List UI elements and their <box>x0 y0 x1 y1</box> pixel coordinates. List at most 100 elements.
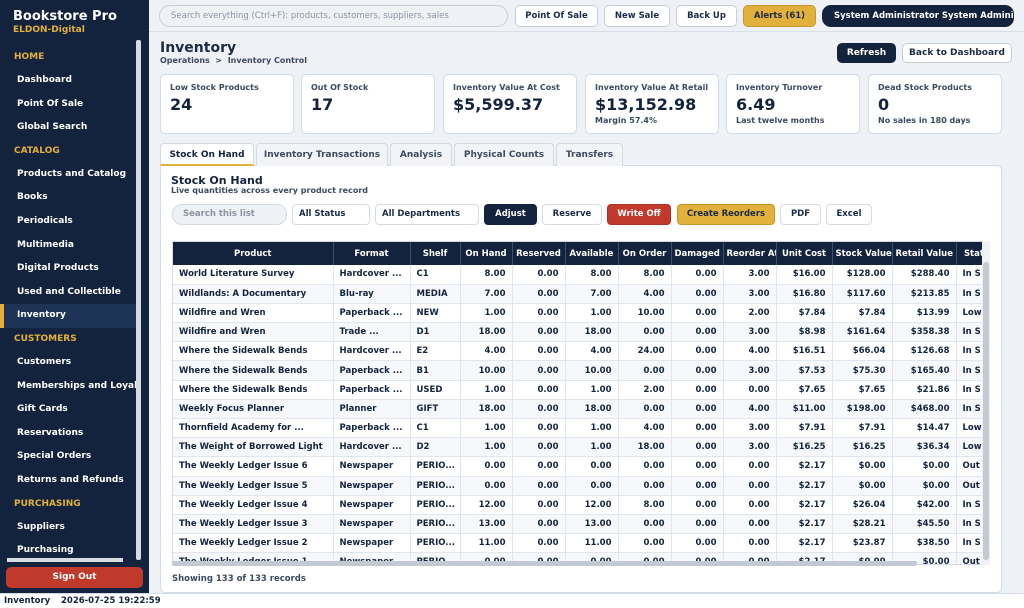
table-row[interactable]: The Weekly Ledger Issue 2 Newspaper PERIO.… <box>173 533 989 554</box>
sidebar-item-dashboard[interactable]: Dashboard <box>17 75 72 85</box>
excel-export-button[interactable]: Excel <box>826 204 872 225</box>
tab-stock-on-hand[interactable]: Stock On Hand <box>160 143 254 166</box>
sidebar-item-suppliers[interactable]: Suppliers <box>17 521 65 532</box>
tab-physical-counts[interactable]: Physical Counts <box>454 143 554 166</box>
sidebar-item-inventory[interactable]: Inventory <box>0 304 140 328</box>
status-filter-select[interactable]: All Status <box>292 204 370 225</box>
column-header-shelf[interactable]: Shelf <box>410 242 461 265</box>
sidebar-scrollbar[interactable] <box>136 40 141 560</box>
list-search-input[interactable]: Search this list <box>172 204 287 225</box>
table-row[interactable]: The Weekly Ledger Issue 4 Newspaper PERIO.… <box>173 495 989 515</box>
status-page-name: Inventory <box>4 596 51 606</box>
table-cell: $7.84 <box>776 303 833 324</box>
table-cell: The Weekly Ledger Issue 4 <box>173 495 334 515</box>
kpi-card-low-stock[interactable]: Low Stock Products 24 <box>160 74 294 134</box>
global-search-input[interactable]: Search everything (Ctrl+F): products, cu… <box>159 5 508 27</box>
table-cell: 0.00 <box>671 380 724 400</box>
table-scroll-thumb[interactable] <box>983 262 989 560</box>
tab-transfers[interactable]: Transfers <box>556 143 623 166</box>
table-row[interactable]: Weekly Focus Planner Planner GIFT 18.00 0.00… <box>173 399 989 420</box>
create-reorders-button[interactable]: Create Reorders <box>677 204 775 225</box>
table-row[interactable]: World Literature Survey Hardcover ... C1 8.… <box>173 265 989 285</box>
table-cell: 3.00 <box>723 360 777 381</box>
table-cell: 0.00 <box>671 456 724 477</box>
table-row[interactable]: Wildlands: A Documentary Blu-ray MEDIA 7.00… <box>173 284 989 304</box>
column-header-product[interactable]: Product <box>173 242 334 265</box>
column-header-reorder-at[interactable]: Reorder At <box>723 242 777 265</box>
sidebar-item-returns-and-refunds[interactable]: Returns and Refunds <box>17 474 124 485</box>
column-header-on-hand[interactable]: On Hand <box>460 242 513 265</box>
table-row[interactable]: The Weekly Ledger Issue 3 Newspaper PERIO.… <box>173 514 989 535</box>
panel-title: Stock On Hand <box>171 174 263 187</box>
alerts-button[interactable]: Alerts (61) <box>743 5 816 27</box>
table-cell: 0.00 <box>512 380 566 400</box>
sidebar-item-customers[interactable]: Customers <box>17 356 72 367</box>
breadcrumb-parent[interactable]: Operations <box>160 56 210 65</box>
pdf-export-button[interactable]: PDF <box>780 204 821 225</box>
sidebar-item-products-and-catalog[interactable]: Products and Catalog <box>17 168 127 179</box>
sidebar-item-global-search[interactable]: Global Search <box>17 122 88 133</box>
sidebar-item-purchasing[interactable]: Purchasing <box>17 545 74 556</box>
column-header-status[interactable]: Status <box>956 242 989 265</box>
column-header-retail-value[interactable]: Retail Value <box>892 242 957 265</box>
write-off-button[interactable]: Write Off <box>607 204 671 225</box>
sidebar-nav: HOME Dashboard Point Of Sale Global Search C… <box>0 46 140 586</box>
point-of-sale-button[interactable]: Point Of Sale <box>515 5 598 27</box>
sidebar-item-used-and-collectible[interactable]: Used and Collectible <box>17 286 121 297</box>
kpi-card-out-of-stock[interactable]: Out Of Stock 17 <box>301 74 435 134</box>
column-header-stock-value[interactable]: Stock Value <box>832 242 893 265</box>
sidebar-item-point-of-sale[interactable]: Point Of Sale <box>17 98 84 109</box>
tab-analysis[interactable]: Analysis <box>390 143 452 166</box>
sidebar-horizontal-scrollbar[interactable] <box>7 558 123 562</box>
table-row[interactable]: Thornfield Academy for ... Paperback ... C… <box>173 418 989 439</box>
kpi-value: $13,152.98 <box>595 95 697 114</box>
user-menu-button[interactable]: System Administrator System Administrato… <box>822 5 1014 27</box>
column-header-format[interactable]: Format <box>333 242 411 265</box>
table-horizontal-scrollbar[interactable] <box>172 561 917 566</box>
sidebar-item-digital-products[interactable]: Digital Products <box>17 263 99 274</box>
department-filter-select[interactable]: All Departments <box>375 204 479 225</box>
table-cell: Hardcover ... <box>333 265 411 285</box>
kpi-card-value-at-retail[interactable]: Inventory Value At Retail $13,152.98 Mar… <box>585 74 719 134</box>
column-header-unit-cost[interactable]: Unit Cost <box>776 242 833 265</box>
sidebar-item-gift-cards[interactable]: Gift Cards <box>17 404 68 415</box>
table-row[interactable]: The Weight of Borrowed Light Hardcover ..… <box>173 437 989 458</box>
kpi-card-dead-stock[interactable]: Dead Stock Products 0 No sales in 180 da… <box>868 74 1002 134</box>
column-header-reserved[interactable]: Reserved <box>512 242 566 265</box>
table-cell: 24.00 <box>618 341 672 362</box>
table-row[interactable]: The Weekly Ledger Issue 1NewspaperPERIO.… <box>173 552 989 564</box>
tab-inventory-transactions[interactable]: Inventory Transactions <box>256 143 388 166</box>
table-row[interactable]: Wildfire and Wren Trade ... D1 18.00 0.00 18.… <box>173 322 989 343</box>
table-row[interactable]: The Weekly Ledger Issue 5 Newspaper PERIO.… <box>173 476 989 496</box>
table-row[interactable]: Where the Sidewalk Bends Paperback ... B1 1… <box>173 360 989 381</box>
table-row[interactable]: Wildfire and Wren Paperback ... NEW 1.00 0.0… <box>173 303 989 324</box>
sidebar-item-memberships-and-loyalty[interactable]: Memberships and Loyalty <box>17 380 140 391</box>
kpi-card-turnover[interactable]: Inventory Turnover 6.49 Last twelve mont… <box>726 74 860 134</box>
table-cell: $16.25 <box>832 437 893 458</box>
sidebar-item-special-orders[interactable]: Special Orders <box>17 451 92 462</box>
sidebar-item-periodicals[interactable]: Periodicals <box>17 215 73 226</box>
table-cell: In S <box>956 495 989 515</box>
table-cell: $0.00 <box>892 456 957 477</box>
sidebar-item-books[interactable]: Books <box>17 192 48 203</box>
back-up-button[interactable]: Back Up <box>676 5 737 27</box>
table-row[interactable]: Where the Sidewalk Bends Hardcover ... E2 4… <box>173 341 989 362</box>
breadcrumb-current: Inventory Control <box>227 56 308 65</box>
back-to-dashboard-button[interactable]: Back to Dashboard <box>902 43 1012 63</box>
sidebar-item-multimedia[interactable]: Multimedia <box>17 239 74 250</box>
column-header-available[interactable]: Available <box>565 242 619 265</box>
table-cell: $42.00 <box>892 495 957 515</box>
column-header-on-order[interactable]: On Order <box>618 242 672 265</box>
sign-out-button[interactable]: Sign Out <box>6 567 143 588</box>
table-cell: 0.00 <box>671 322 724 343</box>
kpi-card-value-at-cost[interactable]: Inventory Value At Cost $5,599.37 <box>443 74 577 134</box>
table-row[interactable]: Where the Sidewalk Bends Paperback ... USE… <box>173 380 989 400</box>
adjust-button[interactable]: Adjust <box>484 204 537 225</box>
table-cell: 3.00 <box>723 437 777 458</box>
column-header-damaged[interactable]: Damaged <box>671 242 724 265</box>
reserve-button[interactable]: Reserve <box>542 204 602 225</box>
new-sale-button[interactable]: New Sale <box>604 5 670 27</box>
sidebar-item-reservations[interactable]: Reservations <box>17 427 84 438</box>
refresh-button[interactable]: Refresh <box>837 43 896 63</box>
table-row[interactable]: The Weekly Ledger Issue 6 Newspaper PERIO.… <box>173 456 989 477</box>
